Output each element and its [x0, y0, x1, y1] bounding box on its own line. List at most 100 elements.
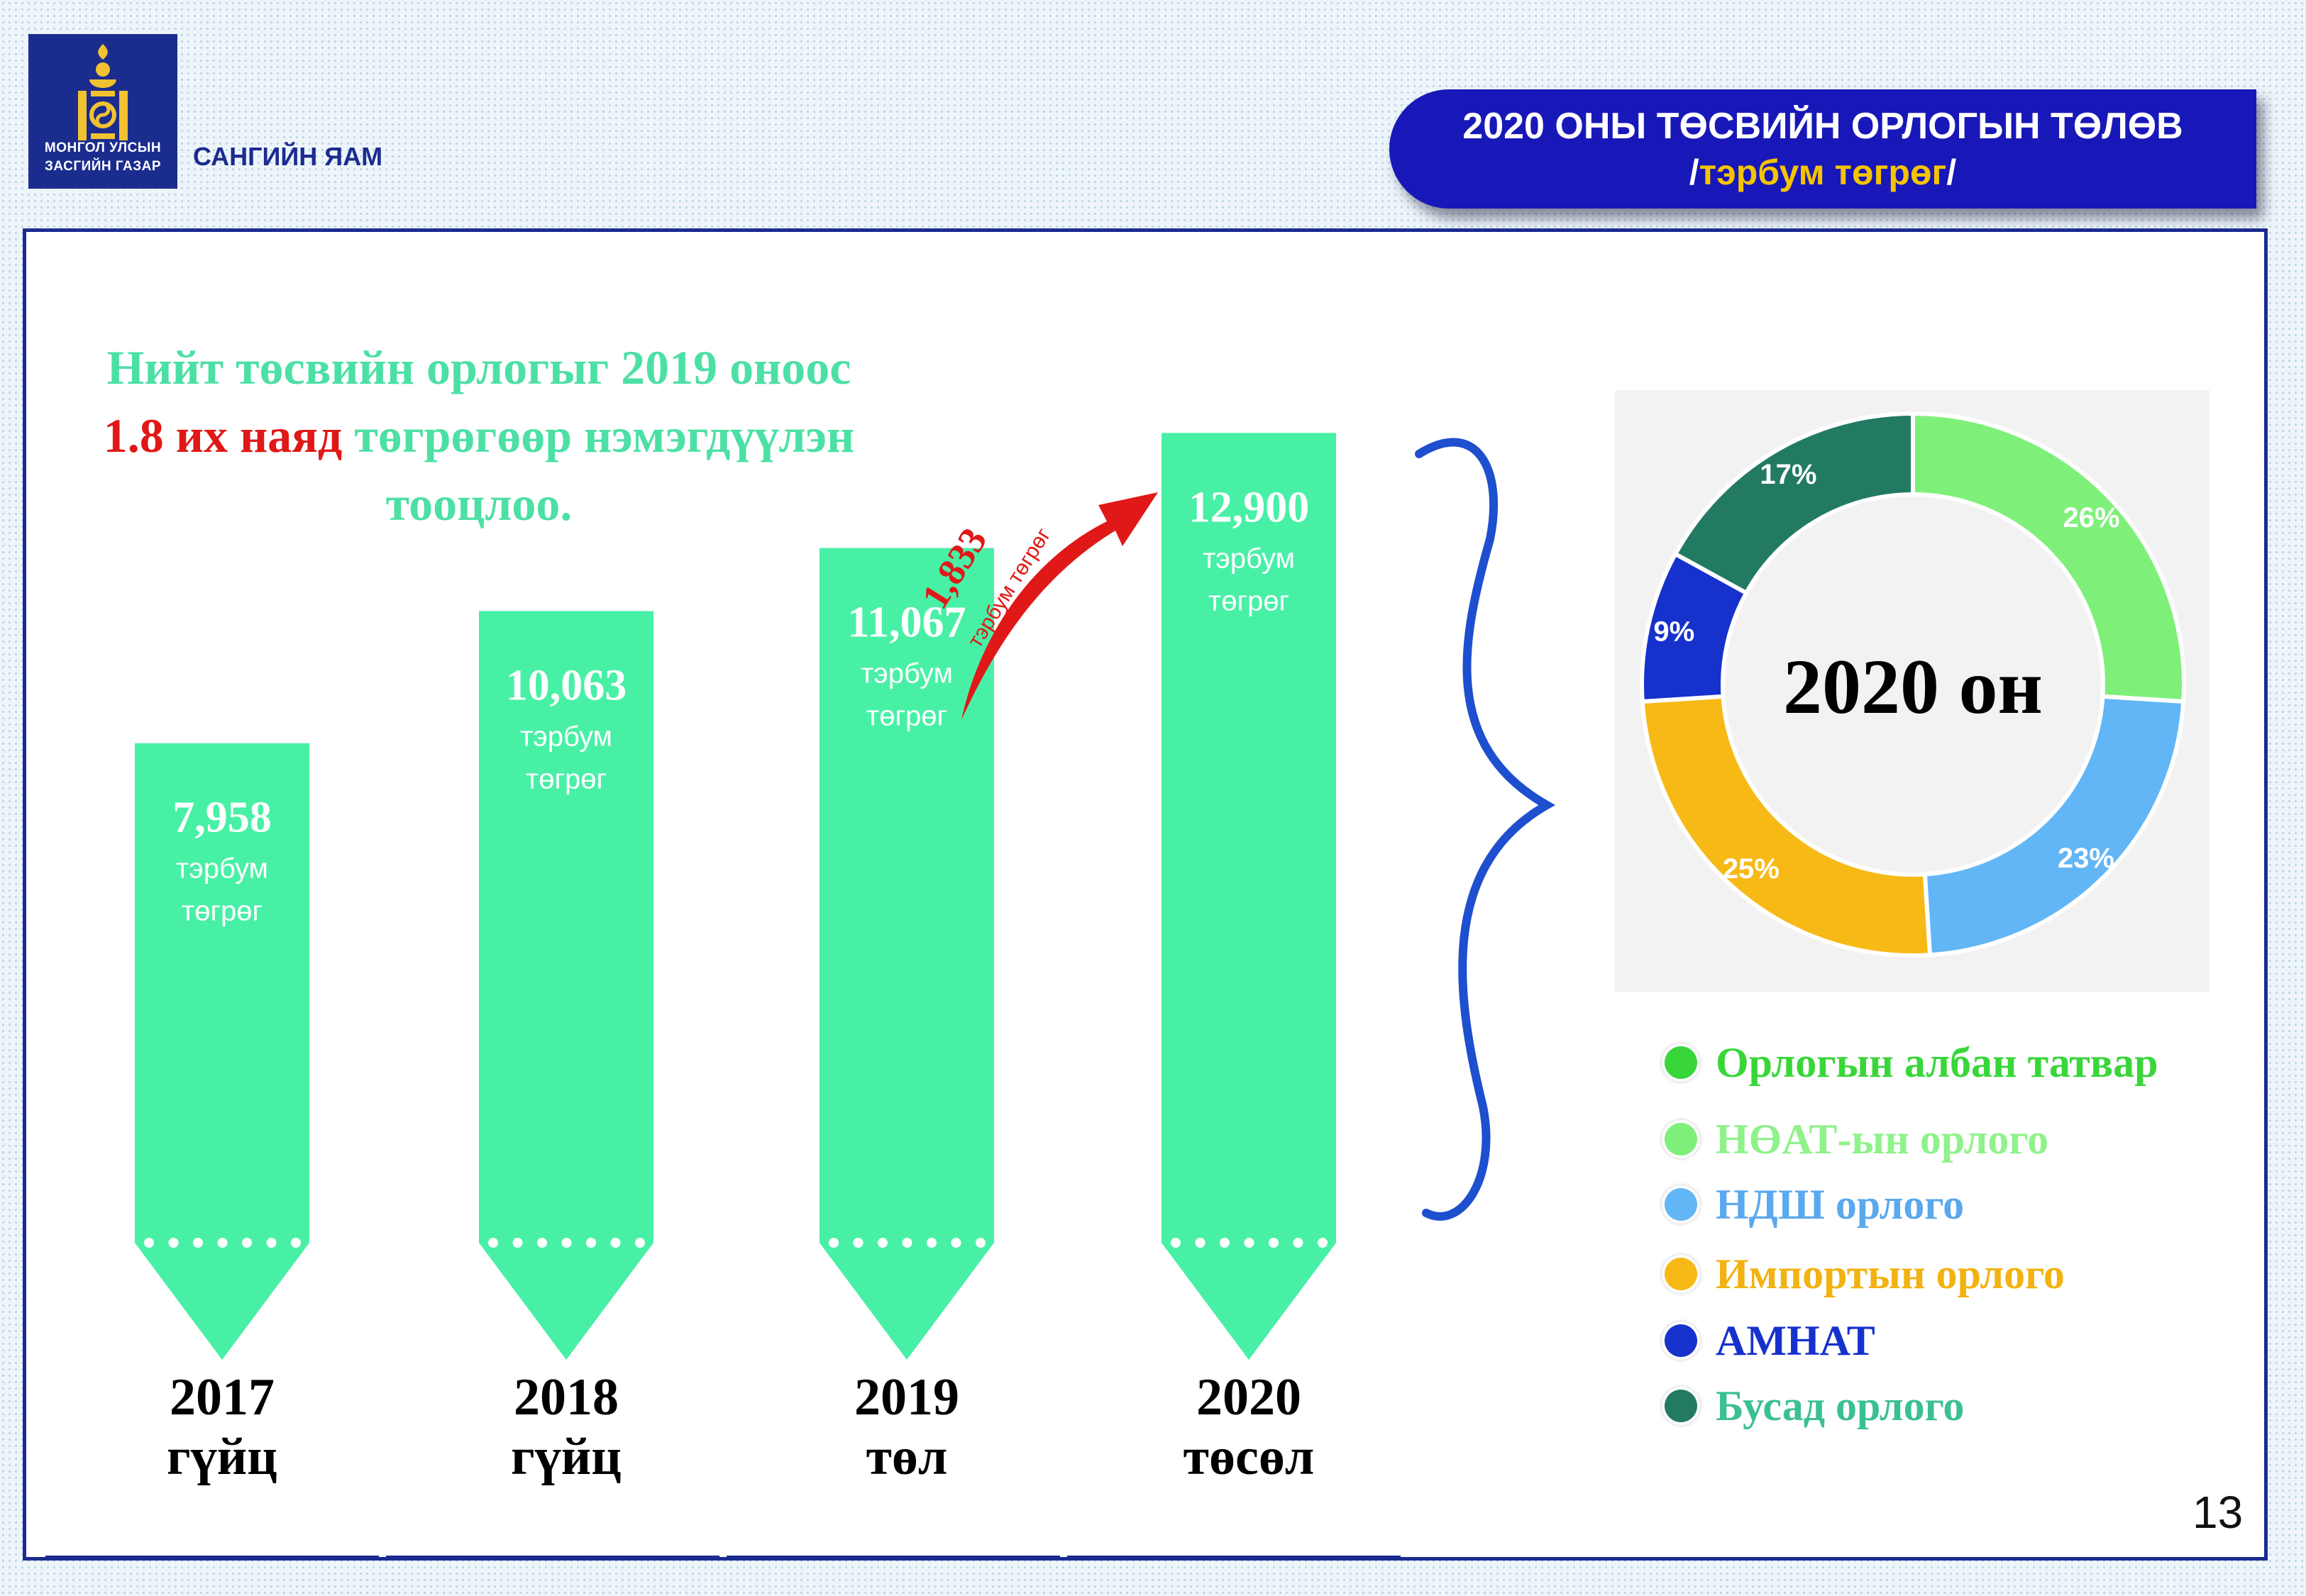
bar-dot: [537, 1238, 547, 1248]
bar-value-label: 7,958: [172, 794, 272, 842]
soyombo-emblem-icon: [78, 44, 128, 140]
year-text: 2017: [170, 1368, 275, 1426]
year-status: гүйц: [167, 1428, 277, 1486]
government-logo: МОНГОЛ УЛСЫН ЗАСГИЙН ГАЗАР: [28, 34, 177, 189]
bar-dot: [586, 1238, 596, 1248]
bar-dot: [1220, 1238, 1230, 1248]
donut-slice-2: [1911, 411, 2186, 704]
legend-swatch: [1665, 1390, 1697, 1422]
bar-body: [479, 611, 653, 1243]
year-text: 2019: [854, 1368, 959, 1426]
legend-item: Импортын орлого: [1665, 1247, 2065, 1301]
year-label-3: 2019 төл: [815, 1368, 999, 1487]
donut-pct-label: 17%: [1760, 459, 1816, 490]
bar-dot: [1195, 1238, 1206, 1248]
org-line-2: ЗАСГИЙН ГАЗАР: [44, 159, 162, 174]
legend-item: НӨАТ-ын орлого: [1665, 1112, 2048, 1166]
donut-pct-label: 25%: [1723, 853, 1780, 885]
bar-value-label: 11,067: [847, 599, 966, 647]
bar-dot: [561, 1238, 572, 1248]
panel-footer-line: [45, 1551, 2273, 1560]
bar-dot: [266, 1238, 277, 1248]
legend-item: Орлогын албан татвар: [1665, 1036, 2158, 1090]
headline-part2: төгрөгөөр нэмэгдүүлэн тооцлоо.: [342, 409, 855, 531]
donut-center-label: 2020 он: [1783, 643, 2043, 730]
bar-dot: [927, 1238, 937, 1248]
year-status: төл: [866, 1428, 948, 1486]
legend-label: НДШ орлого: [1716, 1180, 1965, 1228]
legend-label: Импортын орлого: [1716, 1250, 2065, 1297]
bar-unit-label-2: төгрөг: [866, 701, 947, 732]
bar-value-label: 10,063: [506, 661, 627, 709]
legend-swatch: [1665, 1258, 1697, 1290]
bar-unit-label-1: тэрбум: [520, 721, 612, 752]
bar-unit-label-1: тэрбум: [176, 853, 268, 885]
bar-unit-label-1: тэрбум: [861, 658, 953, 689]
bar-2: 10,063 тэрбум төгрөг: [479, 611, 653, 1360]
bar-dot: [829, 1238, 839, 1248]
donut-slice-6: [1672, 411, 1915, 596]
ministry-name: САНГИЙН ЯАМ: [193, 142, 383, 171]
bar-dot: [1318, 1238, 1328, 1248]
bar-3: 11,067 тэрбум төгрөг: [820, 548, 994, 1360]
bar-dot: [168, 1238, 179, 1248]
title-unit: тэрбум төгрөг: [1699, 153, 1947, 192]
title-unit-close: /: [1946, 153, 1957, 192]
year-text: 2020: [1196, 1368, 1301, 1426]
bar-unit-label-2: төгрөг: [182, 896, 263, 927]
legend-label: Бусад орлого: [1716, 1382, 1965, 1429]
bar-dot: [1293, 1238, 1303, 1248]
bar-body: [135, 743, 309, 1243]
legend-item: Бусад орлого: [1665, 1379, 1964, 1433]
legend-item: АМНАТ: [1665, 1314, 1875, 1368]
bar-dot: [1171, 1238, 1181, 1248]
bar-1: 7,958 тэрбум төгрөг: [135, 743, 309, 1360]
bar-value-label: 12,900: [1188, 483, 1310, 531]
bar-dot: [193, 1238, 203, 1248]
bar-dot: [635, 1238, 645, 1248]
bar-unit-label-1: тэрбум: [1203, 543, 1295, 574]
donut-pct-label: 23%: [2058, 843, 2114, 874]
headline-text: Нийт төсвийн орлогыг 2019 оноос 1.8 их н…: [99, 333, 859, 538]
bar-dot: [902, 1238, 912, 1248]
year-label-4: 2020 төсөл: [1157, 1368, 1341, 1487]
bar-dot: [976, 1238, 986, 1248]
curly-brace: [1415, 438, 1556, 1221]
bar-arrow-tip: [135, 1243, 309, 1360]
donut-slice-4: [1640, 694, 1933, 958]
donut-pct-label: 9%: [1653, 616, 1694, 648]
year-text: 2018: [514, 1368, 619, 1426]
legend-label: АМНАТ: [1716, 1317, 1875, 1364]
bar-dot: [853, 1238, 864, 1248]
bar-body: [1162, 433, 1336, 1243]
page-title: 2020 ОНЫ ТӨСВИЙН ОРЛОГЫН ТӨЛӨВ: [1462, 106, 2183, 147]
bar-arrow-tip: [820, 1243, 994, 1360]
bar-arrow-tip: [479, 1243, 653, 1360]
bar-dot: [242, 1238, 252, 1248]
bar-4: 12,900 тэрбум төгрөг: [1162, 433, 1336, 1360]
title-unit-open: /: [1689, 153, 1699, 192]
bar-dot: [951, 1238, 961, 1248]
bar-dot: [217, 1238, 228, 1248]
donut-slice-3: [1922, 694, 2186, 958]
legend-item: НДШ орлого: [1665, 1177, 1964, 1231]
bar-dot: [1269, 1238, 1279, 1248]
bar-dot: [144, 1238, 154, 1248]
bar-body: [820, 548, 994, 1243]
legend-label: НӨАТ-ын орлого: [1716, 1115, 2049, 1163]
legend-swatch: [1665, 1123, 1697, 1156]
bar-arrow-tip: [1162, 1243, 1336, 1360]
bar-dot: [610, 1238, 621, 1248]
org-line-1: МОНГОЛ УЛСЫН: [44, 140, 162, 155]
bar-unit-label-2: төгрөг: [526, 763, 607, 794]
page-number: 13: [2192, 1487, 2244, 1538]
bar-dot: [1244, 1238, 1254, 1248]
bar-dot: [291, 1238, 301, 1248]
title-unit-line: /тэрбум төгрөг/: [1389, 152, 2256, 193]
year-status: гүйц: [511, 1428, 622, 1486]
legend-swatch: [1665, 1188, 1697, 1221]
bar-dot: [488, 1238, 498, 1248]
bar-unit-label-2: төгрөг: [1208, 585, 1289, 616]
bar-dot: [878, 1238, 888, 1248]
